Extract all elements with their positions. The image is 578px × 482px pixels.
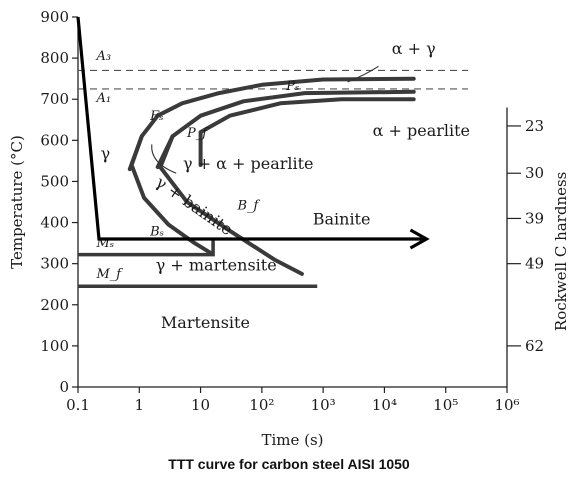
cooling-path-arrowhead bbox=[409, 228, 430, 250]
hardness-tick-label: 23 bbox=[525, 117, 544, 135]
curve-pearlite-start bbox=[127, 76, 416, 172]
x-tick-label: 0.1 bbox=[66, 396, 90, 414]
point-label: M_f bbox=[95, 267, 123, 282]
y-tick-label: 200 bbox=[40, 296, 69, 314]
point-label: P_f bbox=[186, 126, 209, 141]
region-label: Martensite bbox=[161, 313, 250, 332]
hardness-tick-label: 49 bbox=[525, 255, 544, 273]
x-tick-label: 1 bbox=[135, 396, 145, 414]
region-label: γ + α + pearlite bbox=[183, 154, 314, 173]
reference-lines bbox=[78, 69, 468, 90]
y-tick-label: 100 bbox=[40, 337, 69, 355]
chart-caption: TTT curve for carbon steel AISI 1050 bbox=[168, 456, 410, 472]
region-label: γ + bainite bbox=[152, 172, 236, 239]
curve-bainite-finish bbox=[158, 134, 304, 276]
region-label: α + γ bbox=[392, 39, 436, 58]
x-axis-title: Time (s) bbox=[261, 431, 323, 449]
point-label: Bₛ bbox=[149, 225, 164, 240]
y-tick-label: 400 bbox=[40, 214, 69, 232]
cooling-path-line bbox=[76, 16, 425, 241]
cooling-path bbox=[76, 16, 430, 250]
point-label: B_f bbox=[236, 198, 260, 213]
point-label: A₁ bbox=[95, 91, 111, 106]
axes: 0 100 200 300 400 500 600 700 800 900 0.1 1 10 10² 10³… bbox=[8, 8, 570, 449]
region-label: γ + martensite bbox=[156, 256, 277, 275]
y-tick-label: 500 bbox=[40, 172, 69, 190]
y-tick-label: 600 bbox=[40, 131, 69, 149]
y-tick-label: 900 bbox=[40, 8, 69, 26]
y-axis-title: Temperature (°C) bbox=[8, 135, 26, 269]
y-tick-label: 300 bbox=[40, 255, 69, 273]
curve-upper-finish bbox=[198, 97, 416, 167]
ttt-chart: 0 100 200 300 400 500 600 700 800 900 0.1 1 10 10² 10³… bbox=[8, 8, 570, 449]
x-tick-label: 10³ bbox=[311, 396, 336, 414]
point-label: Fₛ bbox=[149, 109, 163, 124]
region-label: γ bbox=[101, 144, 111, 163]
point-label: Pₛ bbox=[285, 79, 299, 94]
curve-bainite-start bbox=[129, 134, 214, 256]
ms-line bbox=[78, 239, 215, 257]
y-tick-label: 800 bbox=[40, 49, 69, 67]
curves bbox=[78, 65, 416, 289]
x-tick-label: 10⁵ bbox=[433, 396, 458, 414]
hardness-tick-label: 30 bbox=[525, 164, 544, 182]
y-tick-label: 700 bbox=[40, 90, 69, 108]
y-axis-right-title: Rockwell C hardness bbox=[552, 172, 570, 331]
x-tick-label: 10 bbox=[191, 396, 210, 414]
point-label: A₃ bbox=[95, 49, 111, 64]
x-tick-label: 10² bbox=[249, 396, 274, 414]
x-tick-label: 10⁴ bbox=[372, 396, 397, 414]
region-label: Bainite bbox=[313, 210, 371, 229]
alpha-gamma-pointer bbox=[347, 65, 379, 83]
region-label: α + pearlite bbox=[373, 121, 470, 140]
hardness-tick-label: 39 bbox=[525, 209, 544, 227]
hardness-tick-label: 62 bbox=[525, 337, 544, 355]
x-tick-label: 10⁶ bbox=[494, 396, 519, 414]
gamma-alpha-pearlite-pointer bbox=[151, 144, 177, 174]
y-tick-label: 0 bbox=[59, 378, 69, 396]
